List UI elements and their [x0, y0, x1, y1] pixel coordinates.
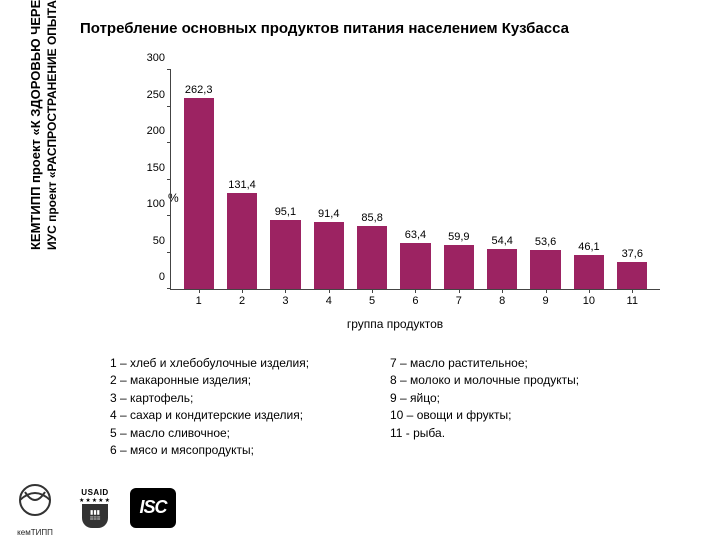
- bar-column: 46,110: [567, 70, 610, 289]
- y-tick-label: 300: [131, 52, 165, 64]
- bar-value-label: 37,6: [622, 248, 643, 260]
- bar: [227, 193, 257, 289]
- bar-value-label: 85,8: [361, 212, 382, 224]
- bar-column: 53,69: [524, 70, 567, 289]
- bar-value-label: 91,4: [318, 208, 339, 220]
- bar: [184, 98, 214, 289]
- bar: [574, 255, 604, 289]
- x-tick-label: 5: [369, 295, 375, 307]
- legend-item: 10 – овощи и фрукты;: [390, 407, 670, 424]
- bar: [530, 250, 560, 289]
- bar-column: 85,85: [350, 70, 393, 289]
- isc-text: ISC: [139, 497, 166, 518]
- legend-right-col: 7 – масло растительное;8 – молоко и моло…: [390, 355, 670, 459]
- y-tick-label: 200: [131, 125, 165, 137]
- legend: 1 – хлеб и хлебобулочные изделия;2 – мак…: [110, 355, 670, 459]
- legend-left-col: 1 – хлеб и хлебобулочные изделия;2 – мак…: [110, 355, 390, 459]
- usaid-logo: USAID ★★★★★ ▮▮▮≡≡≡: [70, 485, 120, 530]
- isc-logo: ISC: [130, 488, 176, 528]
- kemtipp-logo: кемТИПП: [10, 485, 60, 530]
- sidebar-line2: ИУС проект «РАСПРОСТРАНЕНИЕ ОПЫТА И РЕЗУ…: [45, 0, 59, 250]
- y-tick-label: 150: [131, 162, 165, 174]
- x-tick-label: 11: [627, 295, 638, 307]
- legend-item: 3 – картофель;: [110, 390, 390, 407]
- bar: [444, 245, 474, 289]
- x-tick-label: 10: [583, 295, 595, 307]
- bar-column: 59,97: [437, 70, 480, 289]
- y-tick-label: 250: [131, 89, 165, 101]
- legend-item: 11 - рыба.: [390, 425, 670, 442]
- bar-column: 262,31: [177, 70, 220, 289]
- legend-item: 7 – масло растительное;: [390, 355, 670, 372]
- bars-container: 262,31131,4295,1391,4485,8563,4659,9754,…: [171, 70, 660, 289]
- bar-column: 91,44: [307, 70, 350, 289]
- x-tick-label: 4: [326, 295, 332, 307]
- bar-chart: % 262,31131,4295,1391,4485,8563,4659,975…: [110, 60, 680, 335]
- x-axis-label: группа продуктов: [110, 317, 680, 331]
- bar-value-label: 131,4: [228, 179, 256, 191]
- bar: [270, 220, 300, 289]
- sidebar-line1: КЕМТИПП проект «К ЗДОРОВЬЮ ЧЕРЕЗ ПИТАНИЕ…: [28, 0, 43, 250]
- bar: [487, 249, 517, 289]
- bar-column: 131,42: [220, 70, 263, 289]
- logo-row: кемТИПП USAID ★★★★★ ▮▮▮≡≡≡ ISC: [10, 485, 176, 530]
- bar-value-label: 63,4: [405, 229, 426, 241]
- bar: [400, 243, 430, 289]
- bar: [617, 262, 647, 289]
- bar-value-label: 54,4: [491, 235, 512, 247]
- bar: [314, 222, 344, 289]
- x-tick-label: 8: [499, 295, 505, 307]
- bar-column: 37,611: [611, 70, 654, 289]
- y-tick-label: 0: [131, 271, 165, 283]
- kemtipp-text: кемТИПП: [11, 528, 59, 537]
- usaid-stars: ★★★★★: [79, 497, 111, 504]
- plot-area: 262,31131,4295,1391,4485,8563,4659,9754,…: [170, 70, 660, 290]
- bar-value-label: 95,1: [275, 206, 296, 218]
- x-tick-label: 9: [542, 295, 548, 307]
- legend-item: 6 – мясо и мясопродукты;: [110, 442, 390, 459]
- legend-item: 9 – яйцо;: [390, 390, 670, 407]
- bar-column: 95,13: [264, 70, 307, 289]
- bar-value-label: 53,6: [535, 236, 556, 248]
- bar-value-label: 59,9: [448, 231, 469, 243]
- x-tick-label: 2: [239, 295, 245, 307]
- bar: [357, 226, 387, 289]
- y-tick-label: 100: [131, 198, 165, 210]
- legend-item: 2 – макаронные изделия;: [110, 372, 390, 389]
- x-tick-label: 3: [282, 295, 288, 307]
- sidebar-rotated-title: КЕМТИПП проект «К ЗДОРОВЬЮ ЧЕРЕЗ ПИТАНИЕ…: [28, 0, 59, 250]
- x-tick-label: 6: [412, 295, 418, 307]
- shield-icon: ▮▮▮≡≡≡: [82, 504, 108, 528]
- x-tick-label: 1: [196, 295, 202, 307]
- legend-item: 5 – масло сливочное;: [110, 425, 390, 442]
- bar-column: 63,46: [394, 70, 437, 289]
- page-title: Потребление основных продуктов питания н…: [80, 20, 569, 37]
- bar-value-label: 262,3: [185, 84, 213, 96]
- legend-item: 8 – молоко и молочные продукты;: [390, 372, 670, 389]
- legend-item: 1 – хлеб и хлебобулочные изделия;: [110, 355, 390, 372]
- usaid-text: USAID: [81, 488, 108, 497]
- bar-column: 54,48: [481, 70, 524, 289]
- x-tick-label: 7: [456, 295, 462, 307]
- y-tick-label: 50: [131, 235, 165, 247]
- bar-value-label: 46,1: [578, 241, 599, 253]
- legend-item: 4 – сахар и кондитерские изделия;: [110, 407, 390, 424]
